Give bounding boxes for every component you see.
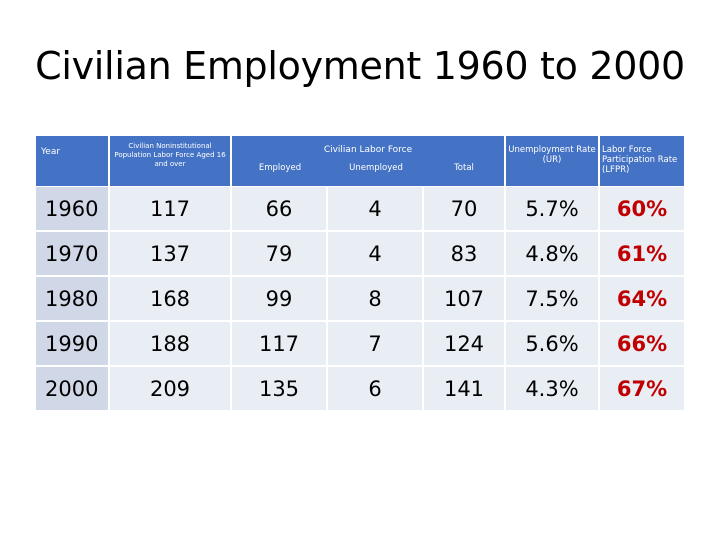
- unemployed-cell: 8: [328, 277, 422, 320]
- year-cell: 1980: [36, 277, 108, 320]
- header-population: Civilian Noninstitutional Population Lab…: [114, 142, 226, 168]
- header-labor-force: Civilian Labor Force: [323, 145, 413, 155]
- header-population-cell: Civilian Noninstitutional Population Lab…: [110, 136, 230, 186]
- ur-cell: 4.8%: [506, 232, 598, 275]
- lfpr-cell: 61%: [600, 232, 684, 275]
- header-employed: Employed: [258, 163, 302, 173]
- table-row: 1980 168 99 8 107 7.5% 64%: [36, 277, 684, 320]
- table-row: 1970 137 79 4 83 4.8% 61%: [36, 232, 684, 275]
- lfpr-cell: 67%: [600, 367, 684, 410]
- year-cell: 1990: [36, 322, 108, 365]
- header-year: Year: [41, 147, 61, 157]
- header-ur: Unemployment Rate (UR): [508, 145, 596, 165]
- lfpr-cell: 64%: [600, 277, 684, 320]
- ur-cell: 5.6%: [506, 322, 598, 365]
- header-ur-cell: Unemployment Rate (UR): [506, 136, 598, 186]
- table-row: 1990 188 117 7 124 5.6% 66%: [36, 322, 684, 365]
- unemployed-cell: 6: [328, 367, 422, 410]
- employed-cell: 79: [232, 232, 326, 275]
- population-cell: 188: [110, 322, 230, 365]
- slide-title: Civilian Employment 1960 to 2000: [35, 44, 685, 88]
- total-cell: 107: [424, 277, 504, 320]
- lfpr-cell: 66%: [600, 322, 684, 365]
- header-lfpr-cell: Labor Force Participation Rate (LFPR): [600, 136, 684, 186]
- unemployed-cell: 4: [328, 232, 422, 275]
- employment-table: Year Civilian Noninstitutional Populatio…: [36, 136, 684, 412]
- population-cell: 168: [110, 277, 230, 320]
- header-total: Total: [454, 163, 474, 173]
- header-lfpr: Labor Force Participation Rate (LFPR): [602, 145, 678, 175]
- ur-cell: 4.3%: [506, 367, 598, 410]
- employed-cell: 66: [232, 187, 326, 230]
- unemployed-cell: 7: [328, 322, 422, 365]
- employed-cell: 135: [232, 367, 326, 410]
- total-cell: 141: [424, 367, 504, 410]
- total-cell: 83: [424, 232, 504, 275]
- ur-cell: 5.7%: [506, 187, 598, 230]
- total-cell: 124: [424, 322, 504, 365]
- year-cell: 1960: [36, 187, 108, 230]
- total-cell: 70: [424, 187, 504, 230]
- unemployed-cell: 4: [328, 187, 422, 230]
- year-cell: 2000: [36, 367, 108, 410]
- table-row: 2000 209 135 6 141 4.3% 67%: [36, 367, 684, 410]
- header-year-cell: Year: [36, 136, 108, 186]
- population-cell: 117: [110, 187, 230, 230]
- header-labor-force-cell: Civilian Labor Force Employed Unemployed…: [232, 136, 504, 186]
- table-row: 1960 117 66 4 70 5.7% 60%: [36, 187, 684, 230]
- employed-cell: 99: [232, 277, 326, 320]
- header-unemployed: Unemployed: [349, 163, 403, 173]
- population-cell: 137: [110, 232, 230, 275]
- employed-cell: 117: [232, 322, 326, 365]
- lfpr-cell: 60%: [600, 187, 684, 230]
- ur-cell: 7.5%: [506, 277, 598, 320]
- year-cell: 1970: [36, 232, 108, 275]
- population-cell: 209: [110, 367, 230, 410]
